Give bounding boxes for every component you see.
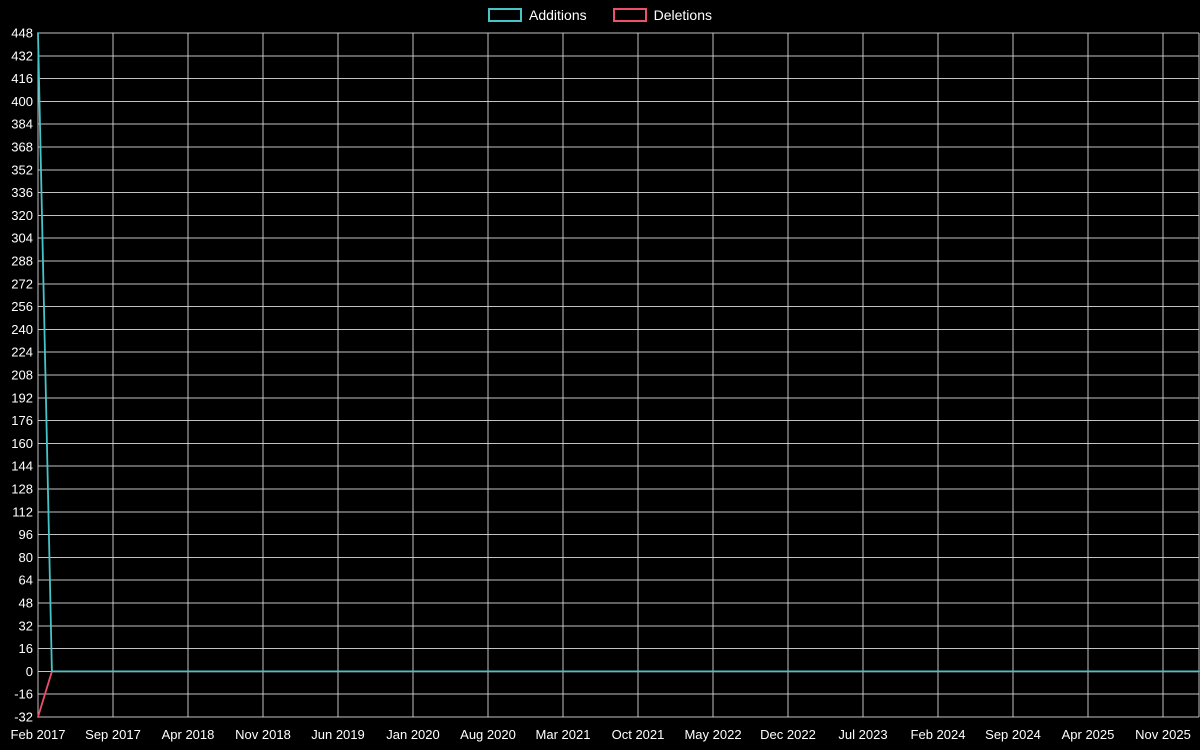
y-axis-tick-label: 192 xyxy=(11,390,33,405)
y-axis-tick-label: 160 xyxy=(11,436,33,451)
x-axis-tick-label: Apr 2018 xyxy=(162,727,215,742)
y-axis-tick-label: -32 xyxy=(14,710,33,725)
y-axis-tick-label: 304 xyxy=(11,231,33,246)
x-axis-tick-label: Sep 2017 xyxy=(85,727,141,742)
additions-series-line xyxy=(37,32,1200,673)
x-axis-tick-label: Feb 2017 xyxy=(11,727,66,742)
y-axis-tick-label: 272 xyxy=(11,276,33,291)
y-axis-tick-label: 432 xyxy=(11,48,33,63)
y-axis-tick-label: 224 xyxy=(11,345,33,360)
y-axis-tick-label: -16 xyxy=(14,687,33,702)
x-axis-tick-label: Nov 2018 xyxy=(235,727,291,742)
y-axis-tick-label: 32 xyxy=(19,618,33,633)
x-axis-tick-label: Jan 2020 xyxy=(386,727,440,742)
y-axis-tick-label: 448 xyxy=(11,26,33,41)
y-axis-tick-label: 336 xyxy=(11,185,33,200)
y-axis-tick-label: 384 xyxy=(11,117,33,132)
x-axis-tick-label: Mar 2021 xyxy=(536,727,591,742)
x-axis-tick-label: Feb 2024 xyxy=(911,727,966,742)
y-axis-tick-label: 80 xyxy=(19,550,33,565)
y-axis-tick-label: 144 xyxy=(11,459,33,474)
y-axis-tick-label: 176 xyxy=(11,413,33,428)
deletions-color-swatch xyxy=(612,8,647,22)
y-axis-tick-label: 48 xyxy=(19,596,33,611)
legend-label-deletions: Deletions xyxy=(653,7,712,23)
x-axis-tick-label: May 2022 xyxy=(684,727,741,742)
y-axis-tick-label: 208 xyxy=(11,368,33,383)
x-axis-tick-label: Dec 2022 xyxy=(760,727,816,742)
y-axis-tick-label: 352 xyxy=(11,162,33,177)
y-axis-tick-label: 128 xyxy=(11,482,33,497)
y-axis-tick-label: 16 xyxy=(19,641,33,656)
x-axis-tick-label: Jun 2019 xyxy=(311,727,365,742)
y-axis-tick-label: 96 xyxy=(19,527,33,542)
chart-legend: Additions Deletions xyxy=(0,7,1200,23)
additions-color-swatch xyxy=(488,8,523,22)
y-axis-tick-label: 288 xyxy=(11,254,33,269)
y-axis-tick-label: 368 xyxy=(11,140,33,155)
x-axis-tick-label: Oct 2021 xyxy=(612,727,665,742)
x-axis-tick-label: Nov 2025 xyxy=(1135,727,1191,742)
y-axis-tick-label: 320 xyxy=(11,208,33,223)
y-axis-tick-label: 400 xyxy=(11,94,33,109)
x-axis-tick-label: Aug 2020 xyxy=(460,727,516,742)
y-axis-tick-label: 112 xyxy=(12,504,33,519)
x-axis-tick-label: Sep 2024 xyxy=(985,727,1041,742)
y-axis-tick-label: 64 xyxy=(19,573,33,588)
y-axis-tick-label: 0 xyxy=(26,664,33,679)
x-axis-tick-label: Apr 2025 xyxy=(1062,727,1115,742)
y-axis-tick-label: 240 xyxy=(11,322,33,337)
legend-item-additions[interactable]: Additions xyxy=(488,7,587,23)
legend-label-additions: Additions xyxy=(529,7,587,23)
x-axis-tick-label: Jul 2023 xyxy=(838,727,887,742)
y-axis-tick-label: 256 xyxy=(11,299,33,314)
y-axis-tick-label: 416 xyxy=(11,71,33,86)
legend-item-deletions[interactable]: Deletions xyxy=(612,7,712,23)
